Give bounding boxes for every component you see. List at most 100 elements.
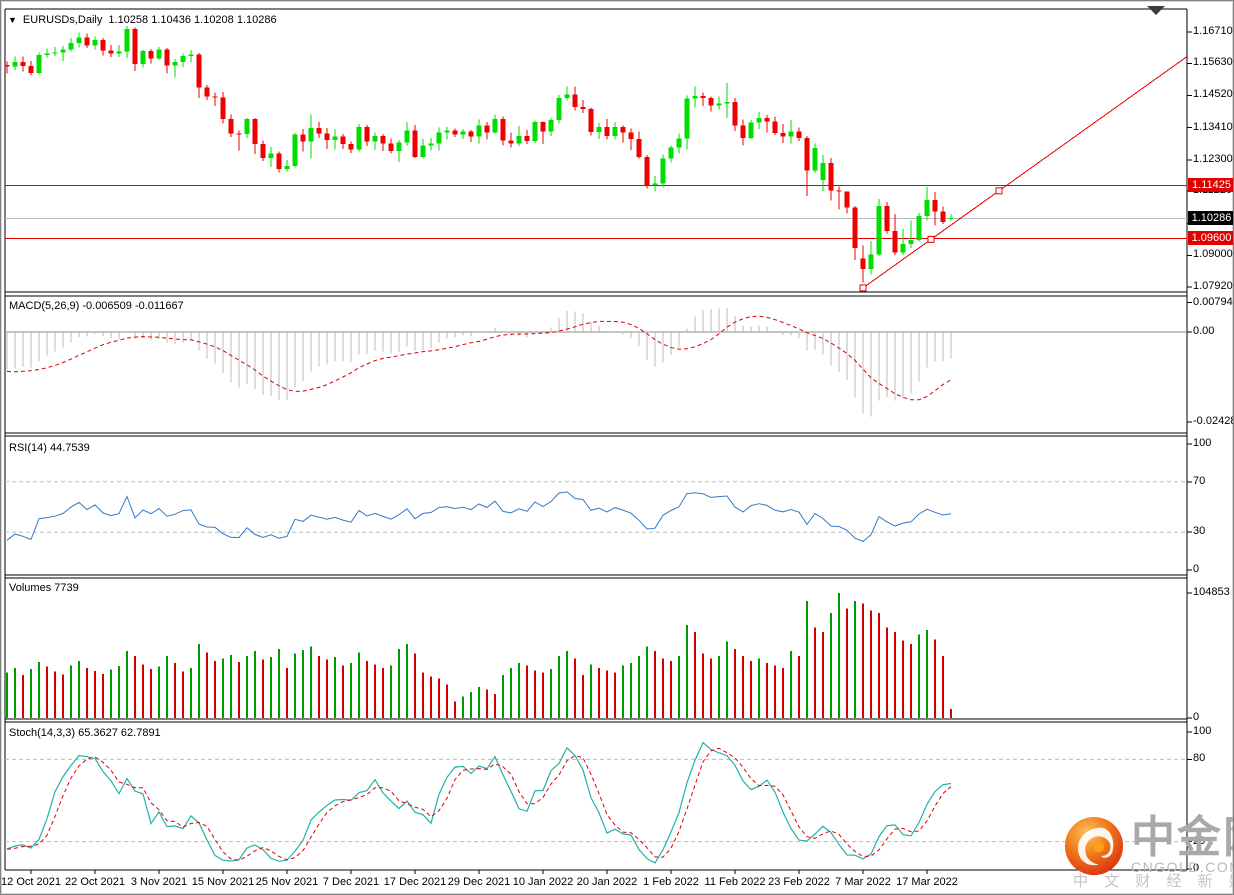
trendline-handle[interactable] xyxy=(927,235,935,243)
candle xyxy=(604,127,610,136)
candle xyxy=(900,243,906,253)
candle xyxy=(236,133,242,135)
candle xyxy=(860,258,866,270)
candle xyxy=(252,119,258,144)
chart-header: ▼ EURUSDs,Daily 1.10258 1.10436 1.10208 … xyxy=(8,14,277,26)
candle xyxy=(724,101,730,104)
candle xyxy=(276,153,282,170)
x-axis-date-label: 17 Mar 2022 xyxy=(896,876,958,888)
x-axis-date-label: 29 Dec 2021 xyxy=(447,876,511,888)
candle xyxy=(556,97,562,121)
y-axis-label: 100 xyxy=(1193,725,1212,737)
macd-signal-line xyxy=(6,315,952,401)
symbol-title: EURUSDs,Daily xyxy=(22,14,103,26)
x-axis-date-label: 11 Feb 2022 xyxy=(704,876,766,888)
candle xyxy=(36,54,42,73)
x-axis-date-label: 3 Nov 2021 xyxy=(130,876,188,888)
ohlc-values: 1.10258 1.10436 1.10208 1.10286 xyxy=(108,14,277,26)
candle xyxy=(788,131,794,137)
candle xyxy=(500,119,506,141)
x-axis-date-label: 10 Jan 2022 xyxy=(512,876,574,888)
candle xyxy=(260,143,266,158)
candle xyxy=(164,49,170,66)
candle xyxy=(60,49,66,53)
candle xyxy=(380,135,386,144)
rsi-panel-label: RSI(14) 44.7539 xyxy=(9,442,90,454)
candle xyxy=(852,207,858,248)
candle xyxy=(140,50,146,65)
chart-shift-marker-icon[interactable] xyxy=(1147,6,1165,15)
candle xyxy=(52,52,58,54)
y-axis-label: -0.02428 xyxy=(1193,415,1234,427)
candle xyxy=(156,49,162,59)
candle xyxy=(820,163,826,181)
candle xyxy=(748,122,754,138)
candle xyxy=(308,128,314,142)
candle xyxy=(804,137,810,171)
y-axis-label: 80 xyxy=(1193,752,1206,765)
candle xyxy=(172,62,178,66)
candle xyxy=(764,117,770,122)
candle xyxy=(356,126,362,150)
candle xyxy=(540,122,546,132)
stoch-d-line xyxy=(6,747,952,861)
y-axis-label: 100 xyxy=(1193,437,1212,449)
trendline[interactable] xyxy=(862,56,1188,289)
candle xyxy=(572,94,578,107)
candle xyxy=(372,135,378,142)
candle xyxy=(444,130,450,133)
candle xyxy=(516,135,522,144)
candle xyxy=(660,158,666,184)
candle xyxy=(652,183,658,186)
candle xyxy=(300,134,306,142)
candle xyxy=(196,54,202,88)
support-price-badge: 1.09600 xyxy=(1188,231,1233,245)
y-axis-label: 30 xyxy=(1193,525,1206,538)
y-axis-label: 1.13410 xyxy=(1193,120,1233,133)
candle xyxy=(348,143,354,150)
candle xyxy=(580,106,586,109)
candle xyxy=(228,119,234,134)
x-axis-date-label: 7 Mar 2022 xyxy=(835,876,891,888)
candle xyxy=(620,126,626,133)
candle xyxy=(924,200,930,217)
cngold-watermark: 中金网 CNGOLD.COM.CN xyxy=(1063,815,1233,877)
candle xyxy=(124,29,130,52)
candle xyxy=(492,119,498,133)
y-axis-label: 1.16710 xyxy=(1193,25,1233,37)
candle xyxy=(44,53,50,55)
trendline-handle[interactable] xyxy=(995,187,1003,195)
cngold-logo-icon xyxy=(1064,816,1124,876)
candle xyxy=(884,205,890,231)
candle xyxy=(612,126,618,136)
trendline-handle[interactable] xyxy=(859,284,867,292)
stoch-k-line xyxy=(6,741,952,864)
symbol-collapse-icon[interactable]: ▼ xyxy=(8,15,17,25)
candle xyxy=(116,51,122,54)
candle xyxy=(532,122,538,141)
y-axis-label: 104853 xyxy=(1193,586,1230,598)
y-axis-label: 0 xyxy=(1193,862,1200,874)
candle xyxy=(148,50,154,59)
y-axis-label: 1.09000 xyxy=(1193,248,1233,261)
candle xyxy=(316,128,322,134)
candle xyxy=(508,140,514,144)
candle xyxy=(76,37,82,44)
candle xyxy=(68,43,74,50)
y-axis-label: 0 xyxy=(1193,563,1200,575)
candle xyxy=(12,62,18,67)
candle xyxy=(244,119,250,135)
candle xyxy=(204,87,210,97)
candle xyxy=(476,125,482,137)
candle xyxy=(700,96,706,99)
candle xyxy=(716,103,722,106)
candle xyxy=(132,29,138,65)
candle xyxy=(332,136,338,140)
candle xyxy=(828,163,834,191)
candle xyxy=(428,143,434,146)
candle xyxy=(756,117,762,123)
candle xyxy=(92,40,98,46)
candle xyxy=(84,37,90,46)
rsi-line xyxy=(6,491,952,542)
